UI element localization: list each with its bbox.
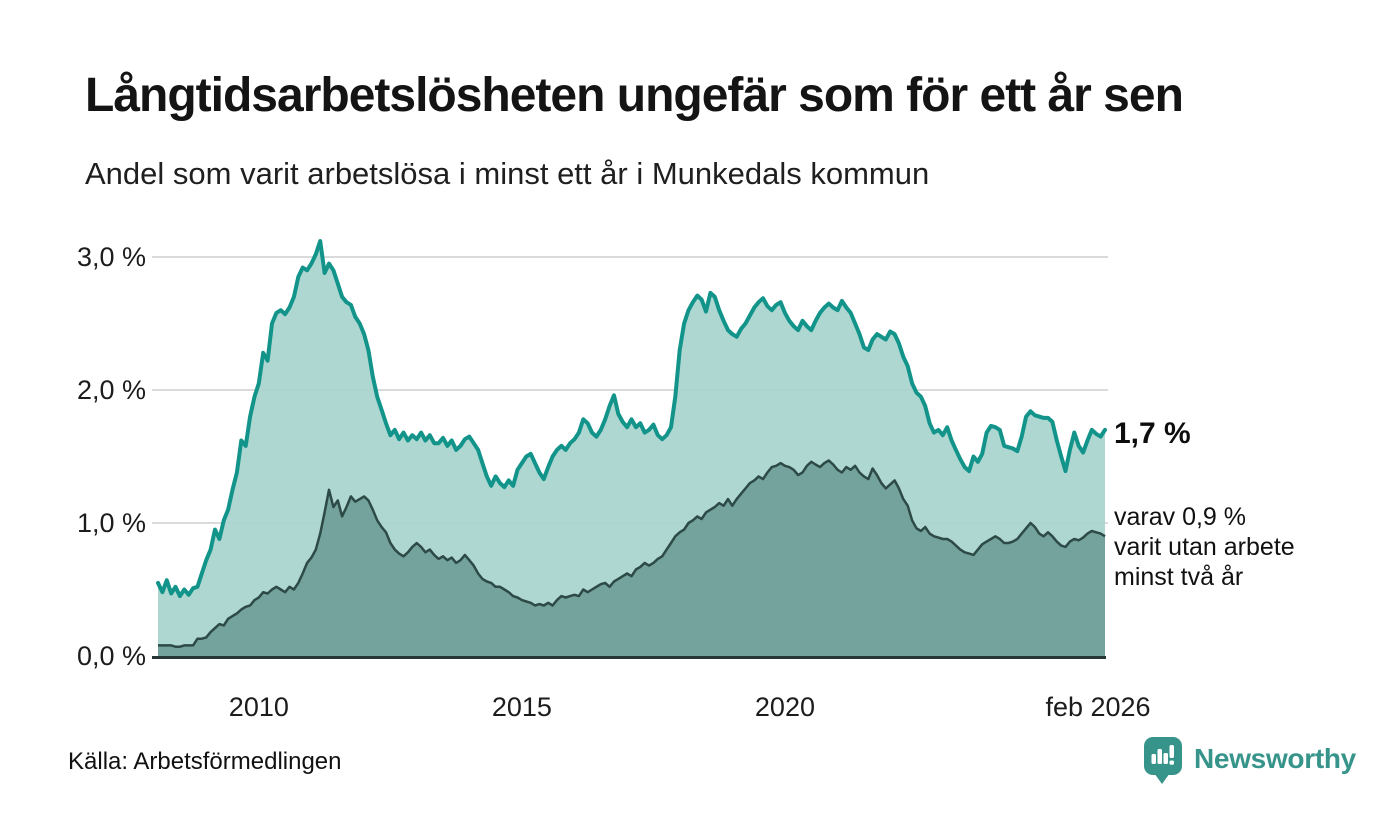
x-axis-tick-label: 2010 bbox=[229, 692, 289, 722]
x-axis-tick-label: feb 2026 bbox=[1045, 692, 1150, 722]
logo-speech-tail bbox=[1154, 773, 1170, 784]
secondary-annotation: varav 0,9 % varit utan arbete minst två … bbox=[1114, 502, 1295, 592]
logo-bar-2 bbox=[1157, 749, 1162, 764]
newsworthy-logo-icon bbox=[1144, 737, 1182, 784]
logo-exclamation-stem bbox=[1169, 745, 1174, 758]
x-axis-tick-label: 2015 bbox=[492, 692, 552, 722]
logo-bar-3 bbox=[1163, 753, 1168, 764]
latest-value-label: 1,7 % bbox=[1114, 417, 1191, 450]
y-axis-tick-label: 0,0 % bbox=[77, 641, 146, 671]
page-subtitle: Andel som varit arbetslösa i minst ett å… bbox=[85, 156, 930, 191]
page-title: Långtidsarbetslösheten ungefär som för e… bbox=[85, 69, 1184, 122]
source-credit: Källa: Arbetsförmedlingen bbox=[68, 748, 342, 775]
two-year-line bbox=[158, 459, 1106, 648]
y-axis-tick-label: 2,0 % bbox=[77, 375, 146, 405]
logo-exclamation-dot bbox=[1169, 760, 1174, 765]
secondary-annotation-line1: varav 0,9 % bbox=[1114, 503, 1247, 531]
x-axis-tick-label: 2020 bbox=[755, 692, 815, 722]
newsworthy-logo: Newsworthy bbox=[1143, 736, 1356, 785]
total-line bbox=[156, 239, 1107, 599]
secondary-annotation-line3: minst två år bbox=[1114, 563, 1244, 591]
logo-bar-1 bbox=[1151, 754, 1156, 764]
secondary-annotation-line2: varit utan arbete bbox=[1114, 533, 1295, 561]
y-axis-tick-label: 3,0 % bbox=[77, 242, 146, 272]
y-axis-tick-label: 1,0 % bbox=[77, 508, 146, 538]
two-year-area bbox=[158, 460, 1105, 656]
newsworthy-logo-text: Newsworthy bbox=[1194, 743, 1356, 774]
